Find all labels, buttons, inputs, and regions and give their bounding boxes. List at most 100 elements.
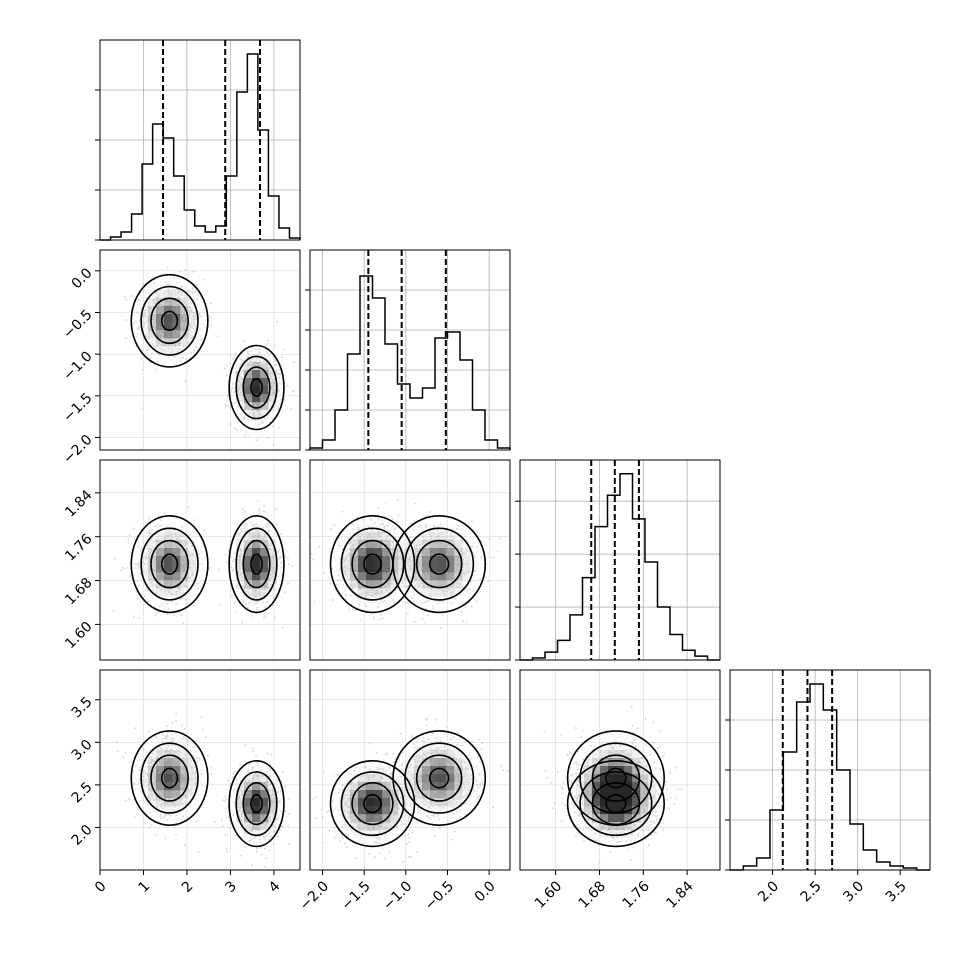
density-cell — [188, 330, 197, 339]
scatter-point — [263, 510, 266, 513]
scatter-point — [194, 566, 197, 569]
scatter-point — [441, 588, 444, 591]
scatter-point — [124, 319, 127, 321]
scatter-point — [264, 365, 267, 368]
scatter-point — [185, 294, 188, 297]
density-cell — [164, 516, 173, 525]
scatter-point — [187, 598, 190, 601]
scatter-point — [239, 567, 242, 570]
scatter-point — [174, 293, 176, 296]
density-cell — [446, 588, 455, 597]
scatter-point — [263, 504, 266, 507]
scatter-point — [193, 318, 196, 321]
scatter-point — [271, 554, 274, 557]
scatter-point — [225, 374, 228, 377]
scatter-point — [276, 407, 279, 410]
scatter-point — [323, 571, 326, 574]
scatter-point — [318, 545, 321, 548]
scatter-point — [470, 520, 473, 523]
density-cell — [180, 540, 189, 549]
density-cell — [228, 386, 237, 395]
density-cell — [462, 556, 471, 565]
scatter-point — [292, 390, 294, 393]
scatter-point — [476, 531, 479, 534]
scatter-point — [155, 292, 158, 295]
scatter-point — [252, 413, 255, 416]
density-cell — [260, 346, 269, 355]
density-cell — [156, 588, 165, 597]
density-cell — [132, 572, 141, 581]
scatter-point — [124, 752, 127, 755]
scatter-point — [179, 598, 182, 601]
scatter-point — [137, 565, 140, 568]
scatter-point — [149, 573, 151, 576]
scatter-point — [248, 412, 251, 415]
density-cell — [148, 282, 157, 291]
scatter-point — [191, 287, 194, 290]
scatter-point — [288, 798, 291, 800]
scatter-point — [277, 548, 280, 551]
scatter-point — [279, 533, 282, 536]
density-cell — [228, 378, 237, 387]
density-cell — [180, 556, 189, 565]
scatter-point — [237, 384, 240, 387]
density-cell — [164, 322, 173, 331]
scatter-point — [463, 552, 466, 555]
density-cell — [276, 564, 285, 573]
density-cell — [244, 378, 253, 387]
scatter-point — [411, 831, 414, 834]
density-cell — [358, 532, 367, 541]
scatter-point — [412, 559, 414, 562]
scatter-point — [232, 560, 235, 563]
density-cell — [196, 330, 205, 339]
density-cell — [156, 346, 165, 355]
scatter-point — [271, 569, 274, 572]
scatter-point — [181, 526, 184, 529]
scatter-point — [164, 837, 167, 840]
density-cell — [244, 564, 253, 573]
scatter-point — [253, 597, 255, 599]
scatter-point — [432, 532, 435, 535]
density-cell — [156, 556, 165, 565]
contour-line — [228, 515, 285, 614]
scatter-point — [496, 550, 499, 553]
scatter-point — [272, 538, 275, 541]
scatter-point — [312, 797, 315, 800]
contour-line — [160, 553, 179, 575]
scatter-point — [128, 575, 131, 578]
y-tick-label: 1.76 — [62, 531, 95, 564]
scatter-point — [262, 601, 264, 604]
scatter-point — [160, 524, 162, 527]
scatter-point — [145, 333, 148, 336]
scatter-point — [247, 365, 250, 368]
scatter-point — [259, 592, 262, 595]
scatter-point — [189, 309, 192, 312]
scatter-point — [378, 618, 381, 621]
density-cell — [196, 322, 205, 331]
density-cell — [260, 548, 269, 557]
density-cell — [268, 588, 277, 597]
scatter-point — [127, 541, 130, 544]
contour-line — [235, 527, 278, 601]
scatter-point — [166, 535, 169, 537]
scatter-point — [272, 356, 275, 359]
scatter-point — [232, 357, 234, 360]
density-cell — [268, 524, 277, 533]
scatter-point — [187, 290, 190, 293]
scatter-point — [218, 603, 221, 606]
scatter-point — [266, 351, 269, 354]
density-cell — [148, 354, 157, 363]
scatter-point — [116, 741, 118, 744]
scatter-point — [268, 578, 271, 581]
scatter-point — [180, 539, 183, 542]
scatter-point — [185, 585, 188, 588]
scatter-point — [154, 592, 157, 594]
density-cell — [438, 532, 447, 541]
density-cell — [236, 386, 245, 395]
scatter-point — [448, 588, 451, 591]
contour-line — [160, 310, 179, 332]
scatter-point — [149, 356, 152, 359]
scatter-point — [154, 614, 157, 617]
density-cell — [252, 572, 261, 581]
density-cell — [236, 378, 245, 387]
